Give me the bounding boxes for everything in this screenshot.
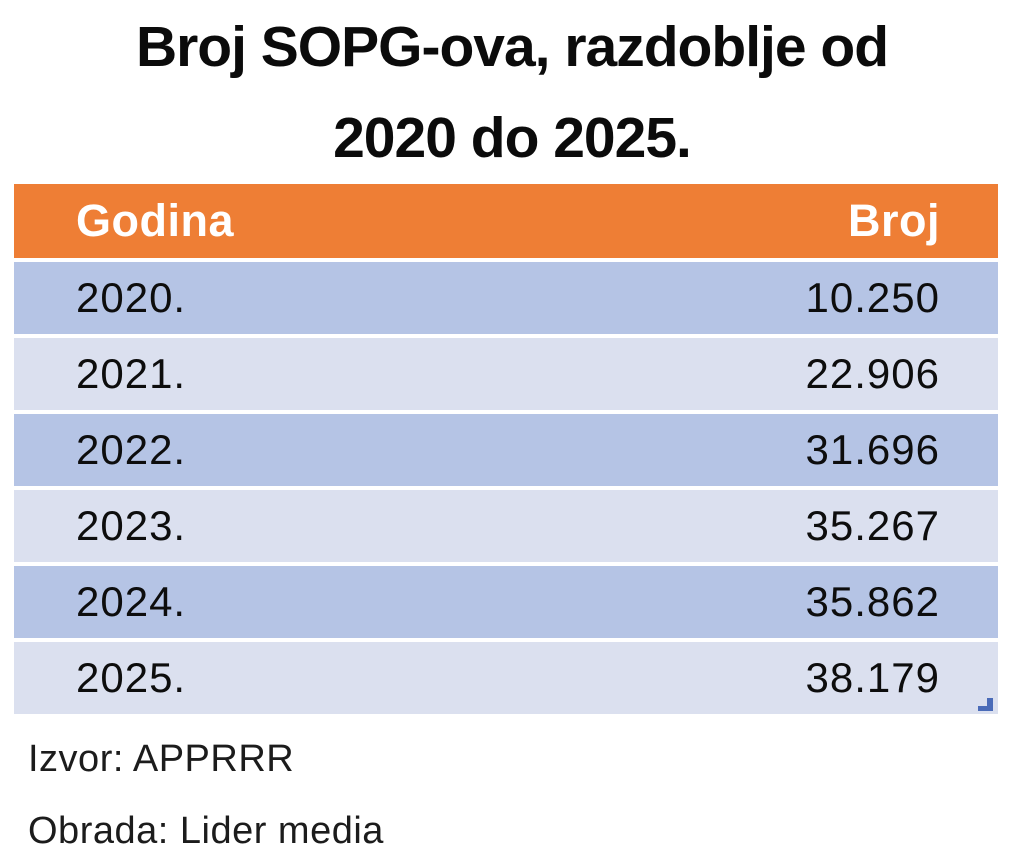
table-row-2023: 2023. 35.267 — [14, 490, 998, 562]
cell-godina: 2023. — [76, 502, 187, 549]
chart-title: Broj SOPG-ova, razdoblje od 2020 do 2025… — [0, 2, 1024, 184]
column-header-broj: Broj — [848, 195, 940, 246]
cell-godina: 2020. — [76, 274, 187, 321]
cell-broj: 22.906 — [805, 350, 940, 397]
cell-godina: 2025. — [76, 654, 187, 701]
cell-broj: 35.862 — [805, 578, 940, 625]
source-note: Izvor: APPRRR — [28, 738, 295, 780]
table-header-row: Godina Broj — [14, 184, 998, 258]
cell-godina: 2021. — [76, 350, 187, 397]
table-row-2024: 2024. 35.862 — [14, 566, 998, 638]
chart-title-line-2: 2020 do 2025. — [333, 106, 692, 171]
cell-godina: 2022. — [76, 426, 187, 473]
data-table: Godina Broj 2020. 10.250 2021. 22.906 20… — [14, 184, 998, 718]
cell-broj: 35.267 — [805, 502, 940, 549]
credit-note: Obrada: Lider media — [28, 810, 384, 852]
table-resize-corner-icon — [978, 697, 993, 711]
cell-broj: 38.179 — [805, 654, 940, 701]
table-row-2020: 2020. 10.250 — [14, 262, 998, 334]
chart-title-line-1: Broj SOPG-ova, razdoblje od — [135, 15, 889, 79]
cell-broj: 10.250 — [805, 274, 940, 321]
cell-godina: 2024. — [76, 578, 187, 625]
table-row-2025: 2025. 38.179 — [14, 642, 998, 714]
table-row-2022: 2022. 31.696 — [14, 414, 998, 486]
column-header-godina: Godina — [76, 195, 234, 246]
table-row-2021: 2021. 22.906 — [14, 338, 998, 410]
cell-broj: 31.696 — [805, 426, 940, 473]
